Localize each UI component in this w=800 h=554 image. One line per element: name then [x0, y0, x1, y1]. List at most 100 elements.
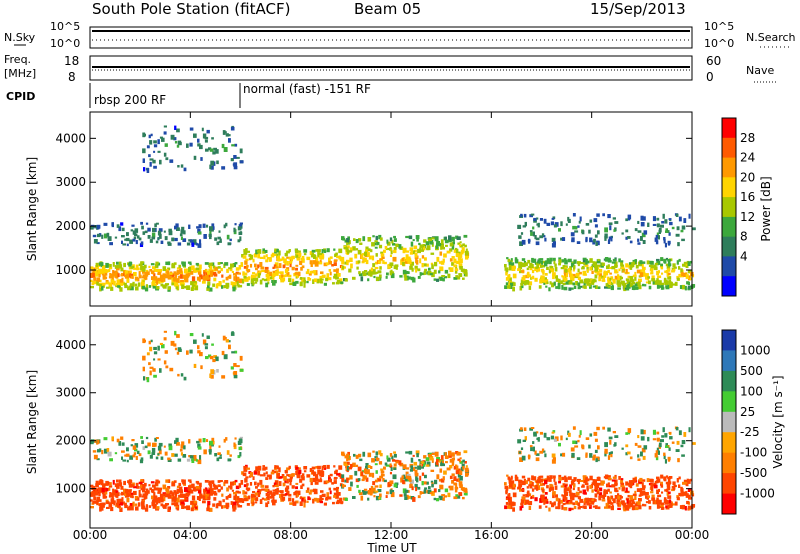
power-cell: [589, 219, 593, 223]
velocity-cell: [405, 471, 409, 476]
power-cell: [543, 282, 546, 285]
power-cell: [182, 285, 187, 289]
velocity-cell: [240, 480, 244, 485]
velocity-cell: [114, 483, 118, 488]
velocity-cell: [135, 482, 139, 486]
xaxis-label: Time UT: [366, 541, 417, 554]
velocity-cell: [339, 474, 342, 479]
power-cell: [90, 285, 94, 289]
velocity-cell: [554, 481, 557, 485]
power-cell: [526, 267, 529, 271]
velocity-cell: [665, 506, 670, 510]
velocity-cell: [171, 502, 175, 506]
velocity-cell: [618, 487, 621, 490]
velocity-cell: [117, 492, 120, 496]
power-cell: [510, 262, 515, 266]
velocity-cell: [225, 496, 229, 500]
power-cell: [111, 279, 114, 283]
velocity-cell: [629, 495, 634, 500]
velocity-cell: [322, 466, 326, 469]
nsearch-tick-bottom: 10^0: [704, 37, 734, 50]
velocity-cell: [293, 492, 296, 496]
power-cell: [667, 240, 671, 245]
velocity-cell: [111, 499, 114, 502]
power-cell: [140, 266, 143, 270]
power-cell: [525, 281, 529, 285]
power-cell: [259, 262, 263, 267]
velocity-cell: [160, 493, 165, 497]
velocity-cell: [182, 479, 186, 485]
velocity-cell: [137, 502, 141, 507]
velocity-cell: [249, 482, 253, 486]
velocity-cell: [99, 506, 102, 512]
velocity-cell: [312, 498, 315, 504]
velocity-cell: [455, 470, 460, 475]
power-cell: [517, 268, 521, 271]
power-cell: [233, 155, 237, 159]
velocity-cell: [626, 499, 629, 504]
power-cell: [106, 281, 110, 285]
velocity-cell: [209, 373, 212, 378]
velocity-cell: [168, 445, 173, 451]
power-cell: [361, 254, 364, 259]
power-cell: [505, 268, 509, 273]
velocity-cell: [414, 469, 418, 475]
power-cell: [216, 283, 221, 287]
power-cell: [221, 285, 224, 289]
velocity-cell: [536, 479, 541, 482]
velocity-cell: [551, 502, 555, 508]
power-cell: [392, 273, 395, 277]
power-cell: [209, 229, 212, 235]
velocity-cell: [558, 442, 561, 447]
power-cell: [534, 268, 538, 272]
velocity-cell: [454, 486, 459, 490]
velocity-cell: [374, 490, 379, 493]
velocity-cell: [679, 505, 682, 509]
velocity-cell: [681, 504, 686, 510]
power-cell: [143, 167, 146, 172]
power-cell: [296, 252, 299, 256]
power-cell: [173, 271, 177, 275]
colorbar-swatch: [722, 236, 736, 257]
power-cell: [374, 271, 379, 274]
velocity-cell: [555, 494, 558, 498]
velocity-cell: [562, 502, 566, 506]
velocity-cell: [612, 476, 617, 479]
velocity-cell: [607, 488, 610, 492]
power-cell: [207, 270, 210, 275]
power-cell: [442, 278, 445, 282]
velocity-cell: [207, 496, 211, 499]
power-cell: [393, 247, 397, 250]
power-cell: [614, 261, 618, 266]
velocity-cell: [207, 504, 210, 509]
velocity-cell: [607, 477, 612, 481]
velocity-cell: [426, 464, 430, 467]
xtick-label: 00:00: [675, 528, 710, 542]
velocity-cell: [571, 452, 575, 458]
velocity-cell: [96, 496, 101, 502]
velocity-cell: [634, 507, 639, 511]
power-cell: [655, 279, 660, 285]
velocity-cell: [134, 503, 138, 506]
power-cell: [608, 236, 613, 240]
velocity-cell: [424, 487, 428, 490]
velocity-cell: [583, 501, 586, 506]
power-cell: [223, 263, 226, 269]
power-cell: [393, 265, 397, 270]
power-cell: [180, 236, 183, 240]
nave-tick-top: 60: [706, 54, 721, 68]
power-cell: [604, 233, 608, 239]
power-cell: [549, 265, 553, 270]
velocity-cell: [229, 454, 232, 457]
power-cell: [289, 256, 293, 260]
power-cell: [103, 222, 108, 226]
velocity-cell: [569, 489, 572, 493]
power-cell: [300, 277, 303, 280]
velocity-cell: [552, 491, 556, 496]
velocity-cell: [594, 505, 598, 509]
power-cell: [334, 259, 338, 262]
velocity-cell: [375, 470, 378, 474]
velocity-cell: [379, 493, 382, 498]
power-cell: [101, 285, 104, 291]
power-cell: [153, 150, 156, 153]
